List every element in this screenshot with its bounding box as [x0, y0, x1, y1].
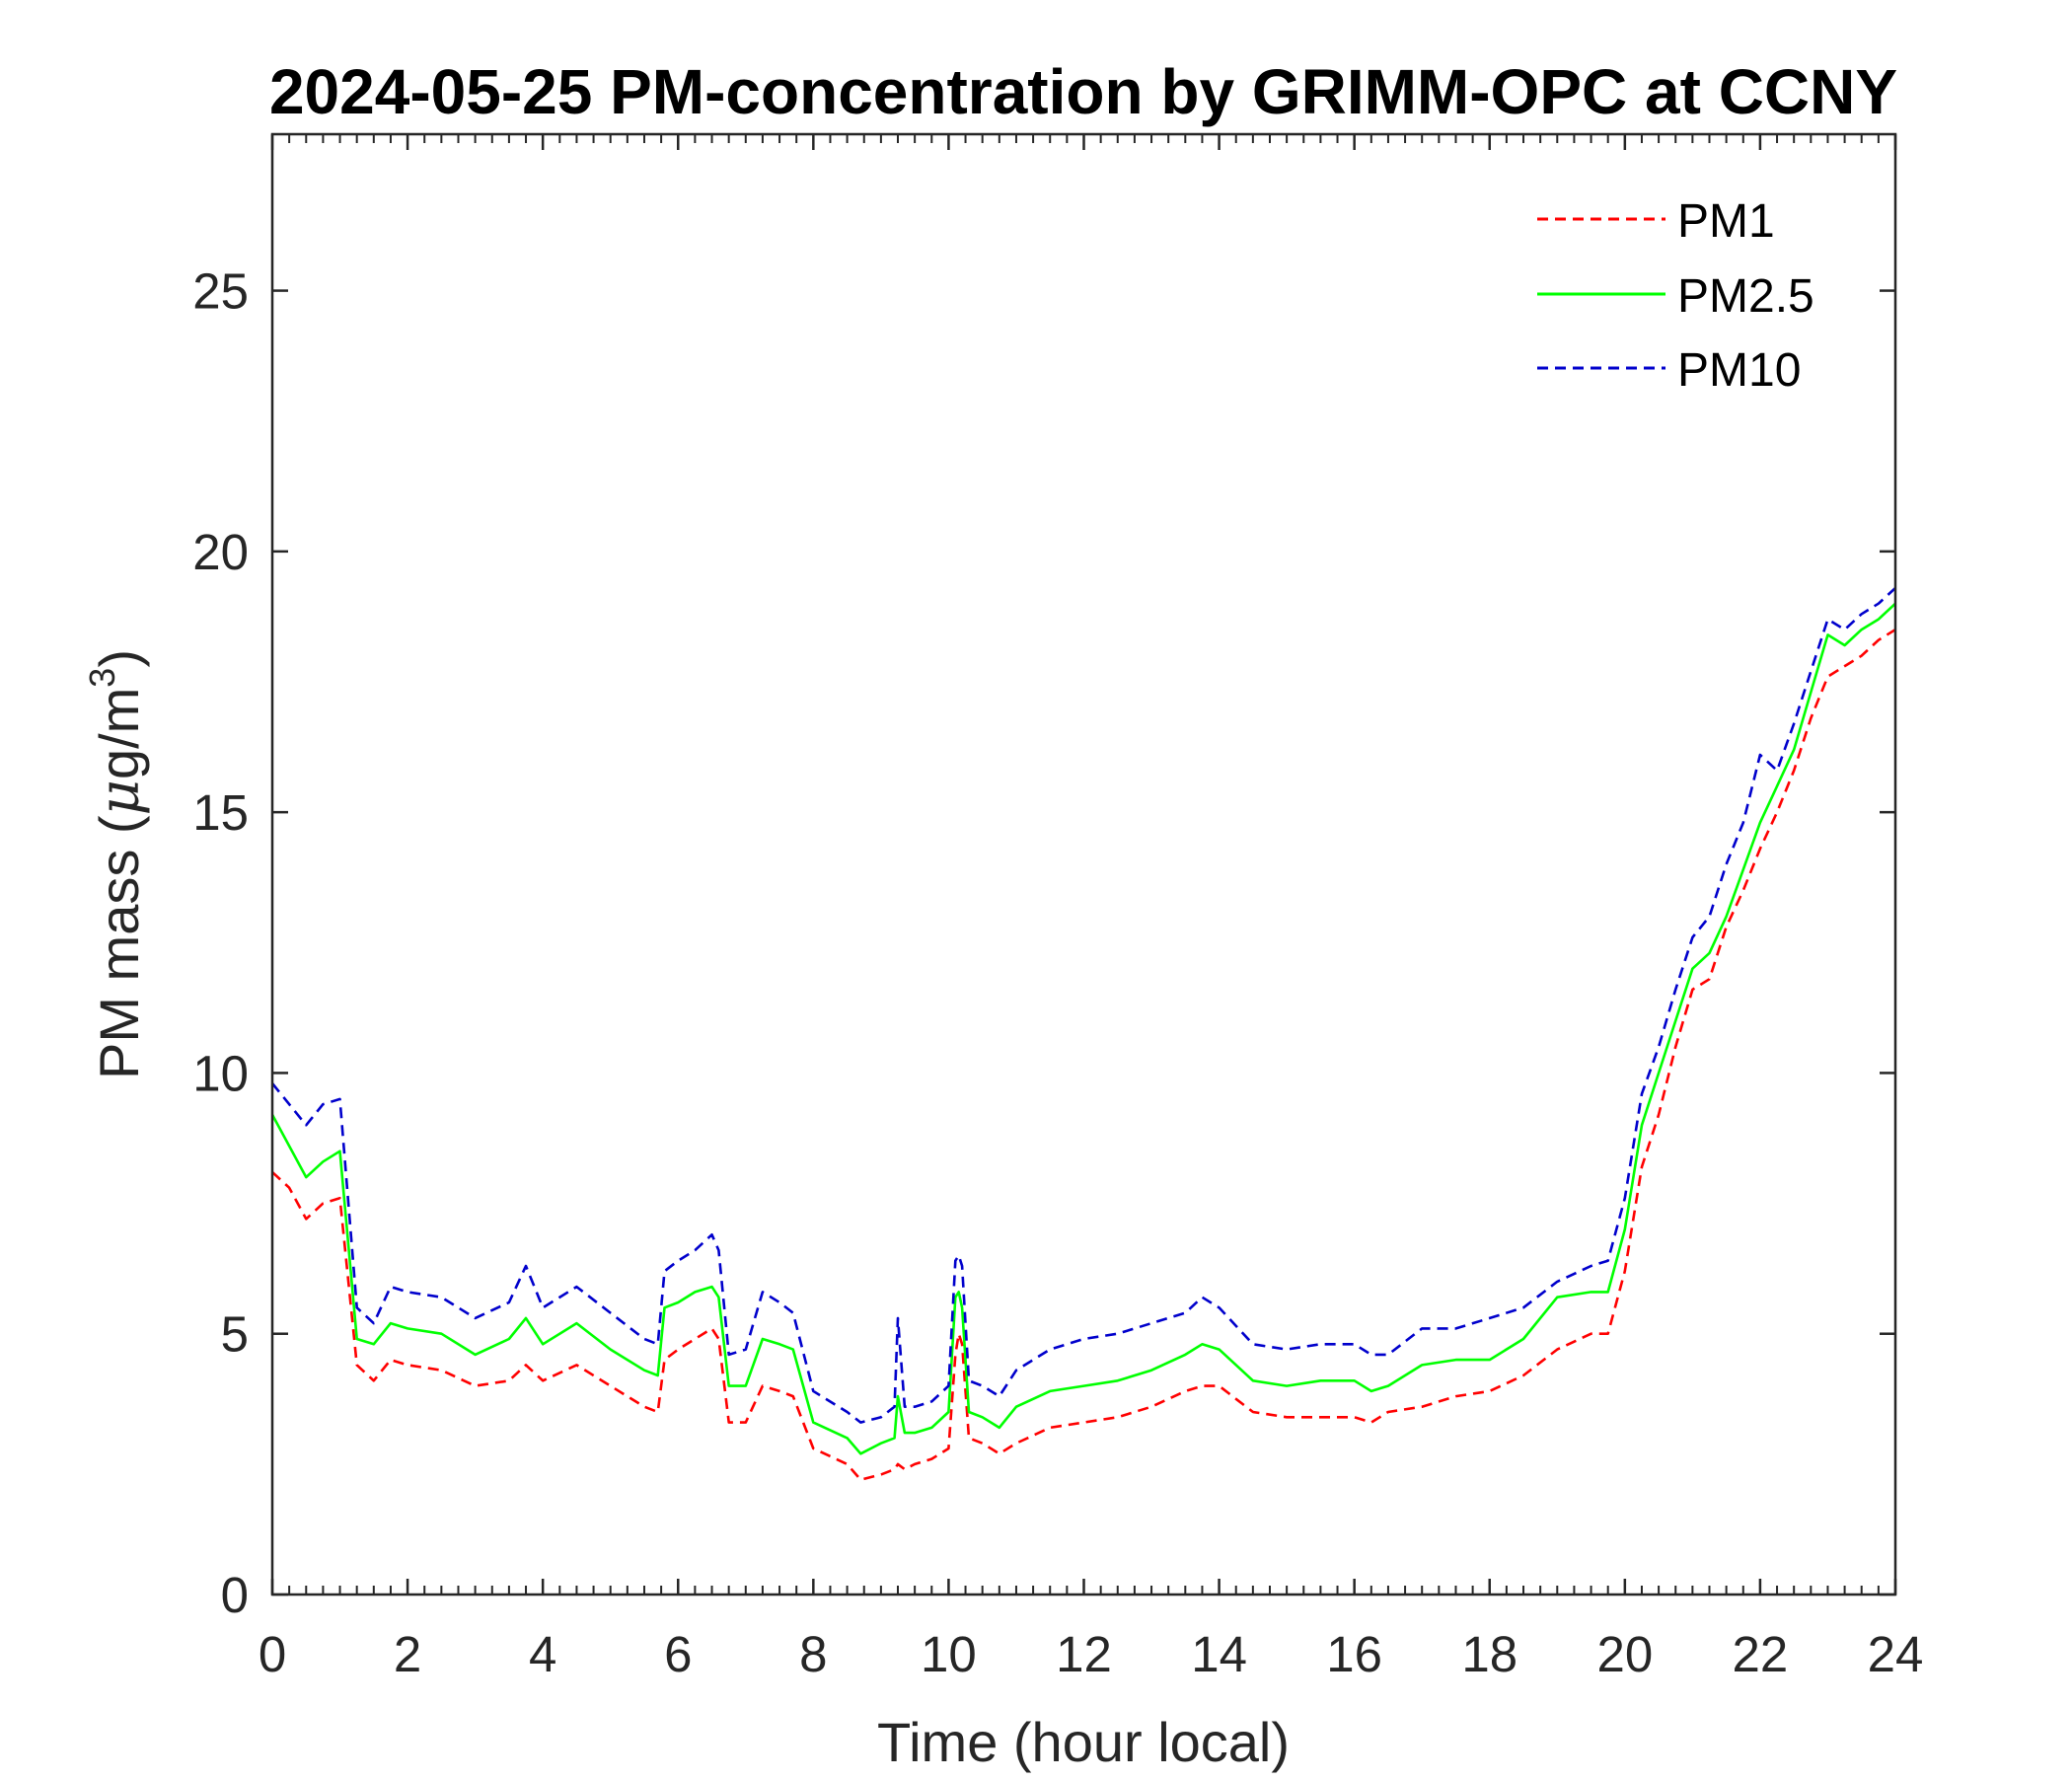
series-line-pm10 — [270, 586, 1896, 1424]
x-tick-label: 16 — [1326, 1626, 1382, 1682]
y-tick-label: 0 — [221, 1567, 249, 1623]
x-tick-label: 0 — [259, 1626, 286, 1682]
y-axis-label-mu: μ — [88, 779, 152, 815]
y-tick-labels: 0 5 10 15 20 25 — [192, 263, 249, 1623]
legend: PM1 PM2.5 PM10 — [1537, 195, 1814, 397]
x-tick-label: 8 — [799, 1626, 827, 1682]
x-tick-label: 22 — [1733, 1626, 1789, 1682]
x-tick-label: 14 — [1191, 1626, 1247, 1682]
x-tick-label: 20 — [1596, 1626, 1653, 1682]
y-tick-label: 5 — [221, 1306, 249, 1363]
legend-label-pm25: PM2.5 — [1677, 270, 1814, 323]
legend-label-pm1: PM1 — [1677, 195, 1775, 248]
x-tick-labels: 0 2 4 6 8 10 12 14 16 18 20 22 24 — [259, 1626, 1924, 1682]
y-tick-label: 25 — [192, 263, 249, 320]
x-tick-label: 10 — [921, 1626, 977, 1682]
series-lines — [270, 586, 1896, 1481]
y-tick-label: 15 — [192, 784, 249, 841]
y-axis-label-close: ) — [88, 649, 150, 668]
minor-tick-marks — [288, 134, 1880, 1595]
x-tick-label: 6 — [664, 1626, 692, 1682]
x-axis-label: Time (hour local) — [877, 1711, 1290, 1773]
chart-title: 2024-05-25 PM-concentration by GRIMM-OPC… — [269, 56, 1897, 127]
y-axis-label-unit: g/m — [88, 688, 150, 779]
x-tick-label: 4 — [529, 1626, 556, 1682]
y-axis-label-superscript: 3 — [82, 668, 122, 688]
series-line-pm25 — [270, 602, 1896, 1455]
plot-frame — [270, 132, 1897, 1596]
series-line-pm1 — [271, 628, 1896, 1481]
x-tick-label: 12 — [1056, 1626, 1112, 1682]
y-axis-label-main: PM mass ( — [88, 815, 150, 1079]
x-tick-label: 24 — [1868, 1626, 1924, 1682]
y-tick-label: 20 — [192, 524, 249, 580]
x-tick-label: 2 — [394, 1626, 421, 1682]
legend-label-pm10: PM10 — [1677, 344, 1801, 397]
y-axis-label: PM mass (μg/m3) — [82, 649, 152, 1079]
y-tick-label: 10 — [192, 1045, 249, 1101]
x-tick-label: 18 — [1461, 1626, 1517, 1682]
plot-area — [272, 134, 1895, 1595]
